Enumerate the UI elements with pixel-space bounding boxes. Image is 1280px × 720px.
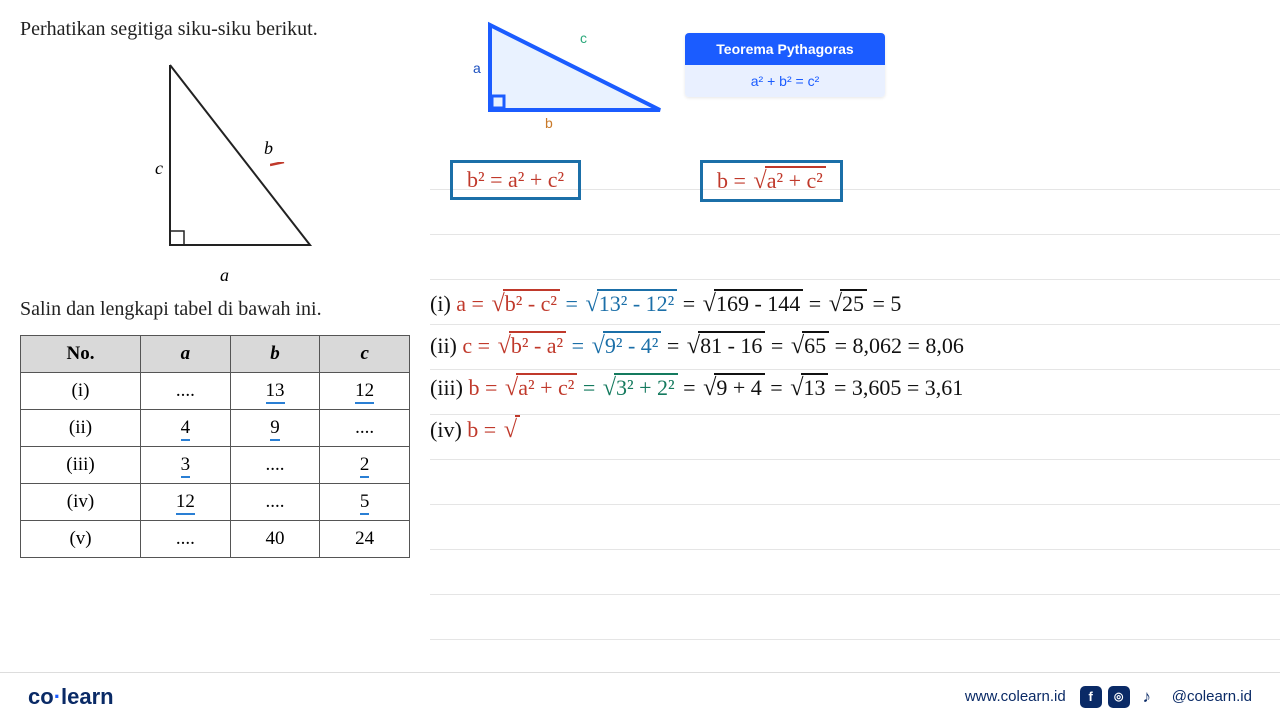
underline-mark-icon	[270, 162, 288, 168]
theorem-box: Teorema Pythagoras a² + b² = c²	[685, 33, 885, 97]
work-iv-label: (iv)	[430, 417, 462, 442]
instruction-2: Salin dan lengkapi tabel di bawah ini.	[20, 298, 322, 321]
table-cell: 2	[320, 447, 410, 484]
table-cell: ....	[230, 447, 320, 484]
footer-handle: @colearn.id	[1172, 688, 1252, 705]
table-body: (i)....1312(ii)49....(iii)3....2(iv)12..…	[21, 373, 410, 558]
table-cell: (v)	[21, 521, 141, 558]
table-row: (v)....4024	[21, 521, 410, 558]
formula-1: b² = a² + c²	[450, 160, 581, 200]
triangle-label-c: c	[155, 158, 163, 179]
table-cell: ....	[141, 373, 231, 410]
work-line-ii: (ii) c = b² - a² = 9² - 4² = 81 - 16 = 6…	[430, 332, 964, 360]
table-cell: (ii)	[21, 410, 141, 447]
problem-triangle	[150, 55, 330, 265]
ruled-background	[430, 145, 1280, 685]
data-table: No. a b c (i)....1312(ii)49....(iii)3...…	[20, 335, 410, 558]
table-row: (iv)12....5	[21, 484, 410, 521]
table-row: (iii)3....2	[21, 447, 410, 484]
page: Perhatikan segitiga siku-siku berikut. b…	[0, 0, 1280, 720]
work-iii-step2: = 9 + 4 = 13 = 3,605 = 3,61	[683, 375, 963, 400]
formula-2-lhs: b =	[717, 168, 751, 193]
table-cell: ....	[230, 484, 320, 521]
footer: co·learn www.colearn.id f ◎ ♪ @colearn.i…	[0, 672, 1280, 720]
logo-right: learn	[61, 684, 114, 709]
table-cell: (i)	[21, 373, 141, 410]
work-ii-step1: = 9² - 4²	[572, 333, 662, 358]
col-b: b	[230, 336, 320, 373]
logo-left: co	[28, 684, 54, 709]
work-i-label: (i)	[430, 291, 451, 316]
footer-url: www.colearn.id	[965, 688, 1066, 705]
work-i-step2: = 169 - 144 = 25 = 5	[683, 291, 902, 316]
formula-box-1: b² = a² + c²	[450, 160, 581, 200]
footer-right: www.colearn.id f ◎ ♪ @colearn.id	[965, 686, 1252, 708]
table-cell: ....	[141, 521, 231, 558]
work-line-iii: (iii) b = a² + c² = 3² + 2² = 9 + 4 = 13…	[430, 374, 963, 402]
triangle-label-a: a	[220, 265, 229, 286]
left-column: Perhatikan segitiga siku-siku berikut.	[20, 18, 430, 41]
logo-dot-icon: ·	[54, 684, 61, 709]
table-cell: 4	[141, 410, 231, 447]
work-ii-lhs: c = b² - a²	[462, 333, 566, 358]
col-c: c	[320, 336, 410, 373]
work-iii-step1: = 3² + 2²	[583, 375, 678, 400]
work-line-iv: (iv) b =	[430, 416, 520, 444]
table-row: (i)....1312	[21, 373, 410, 410]
table-cell: 5	[320, 484, 410, 521]
tiktok-icon: ♪	[1136, 686, 1158, 708]
table-cell: 3	[141, 447, 231, 484]
table-cell: 9	[230, 410, 320, 447]
table-cell: (iv)	[21, 484, 141, 521]
theorem-triangle-label-c: c	[580, 30, 587, 46]
work-i-step1: = 13² - 12²	[566, 291, 678, 316]
col-no: No.	[21, 336, 141, 373]
formula-box-2: b = a² + c²	[700, 160, 843, 202]
table-cell: 40	[230, 521, 320, 558]
theorem-body: a² + b² = c²	[685, 65, 885, 97]
work-ii-label: (ii)	[430, 333, 457, 358]
instagram-icon: ◎	[1108, 686, 1130, 708]
table-cell: ....	[320, 410, 410, 447]
problem-title: Perhatikan segitiga siku-siku berikut.	[20, 18, 430, 41]
work-iii-lhs: b = a² + c²	[469, 375, 578, 400]
formula-2-rad: a² + c²	[765, 166, 826, 193]
table-cell: 13	[230, 373, 320, 410]
logo: co·learn	[28, 684, 114, 710]
table-cell: (iii)	[21, 447, 141, 484]
col-a: a	[141, 336, 231, 373]
work-line-i: (i) a = b² - c² = 13² - 12² = 169 - 144 …	[430, 290, 901, 318]
table-cell: 12	[320, 373, 410, 410]
work-iv-lhs: b =	[467, 417, 520, 442]
work-iii-label: (iii)	[430, 375, 463, 400]
theorem-triangle	[470, 10, 670, 130]
facebook-icon: f	[1080, 686, 1102, 708]
work-i-lhs: a = b² - c²	[456, 291, 560, 316]
table-cell: 12	[141, 484, 231, 521]
work-ii-step2: = 81 - 16 = 65 = 8,062 = 8,06	[667, 333, 964, 358]
theorem-triangle-label-a: a	[473, 60, 481, 76]
theorem-triangle-label-b: b	[545, 115, 553, 131]
table-header-row: No. a b c	[21, 336, 410, 373]
table-row: (ii)49....	[21, 410, 410, 447]
social-icons: f ◎ ♪	[1080, 686, 1158, 708]
theorem-header: Teorema Pythagoras	[685, 33, 885, 65]
table-cell: 24	[320, 521, 410, 558]
triangle-label-b: b	[264, 138, 273, 159]
formula-2: b = a² + c²	[700, 160, 843, 202]
